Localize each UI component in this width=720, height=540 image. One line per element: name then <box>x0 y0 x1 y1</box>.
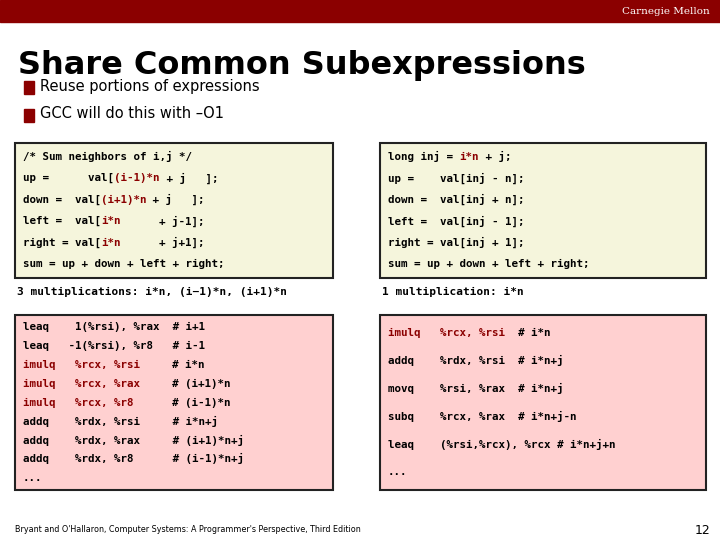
Text: 1 multiplication: i*n: 1 multiplication: i*n <box>382 287 523 297</box>
Text: up =    val[inj - n];: up = val[inj - n]; <box>388 173 524 184</box>
Text: ...: ... <box>23 472 42 483</box>
Text: + j;: + j; <box>479 151 511 163</box>
Bar <box>15 315 333 490</box>
Bar <box>380 315 706 490</box>
Text: i*n: i*n <box>101 216 120 226</box>
Text: # i*n: # i*n <box>518 328 551 338</box>
Text: addq    %rdx, %rsi     # i*n+j: addq %rdx, %rsi # i*n+j <box>23 416 218 427</box>
Text: imulq   %rcx, %rax: imulq %rcx, %rax <box>23 379 173 389</box>
Text: 3 multiplications: i*n, (i−1)*n, (i+1)*n: 3 multiplications: i*n, (i−1)*n, (i+1)*n <box>17 287 287 297</box>
Bar <box>24 109 34 122</box>
Text: ...: ... <box>388 467 408 477</box>
Text: # (i-1)*n: # (i-1)*n <box>173 397 231 408</box>
Text: (i+1)*n: (i+1)*n <box>101 195 146 205</box>
Bar <box>15 143 333 278</box>
Text: Reuse portions of expressions: Reuse portions of expressions <box>40 78 260 93</box>
Text: i*n: i*n <box>459 152 479 162</box>
Text: imulq   %rcx, %rsi: imulq %rcx, %rsi <box>23 360 173 370</box>
Bar <box>380 143 706 278</box>
Text: right = val[inj + 1];: right = val[inj + 1]; <box>388 237 524 248</box>
Text: down =  val[: down = val[ <box>23 195 101 205</box>
Text: sum = up + down + left + right;: sum = up + down + left + right; <box>23 259 225 269</box>
Text: left =  val[inj - 1];: left = val[inj - 1]; <box>388 215 524 227</box>
Text: i*n: i*n <box>101 238 120 248</box>
Text: long inj =: long inj = <box>388 151 459 163</box>
Text: leaq    (%rsi,%rcx), %rcx # i*n+j+n: leaq (%rsi,%rcx), %rcx # i*n+j+n <box>388 438 616 450</box>
Text: + j-1];: + j-1]; <box>120 215 205 227</box>
Text: subq    %rcx, %rax  # i*n+j-n: subq %rcx, %rax # i*n+j-n <box>388 411 577 422</box>
Text: imulq   %rcx, %rsi: imulq %rcx, %rsi <box>388 328 518 338</box>
Text: addq    %rdx, %r8      # (i-1)*n+j: addq %rdx, %r8 # (i-1)*n+j <box>23 454 244 464</box>
Text: movq    %rsi, %rax  # i*n+j: movq %rsi, %rax # i*n+j <box>388 383 564 394</box>
Text: left =  val[: left = val[ <box>23 216 101 226</box>
Text: Bryant and O'Hallaron, Computer Systems: A Programmer's Perspective, Third Editi: Bryant and O'Hallaron, Computer Systems:… <box>15 525 361 535</box>
Text: up =      val[: up = val[ <box>23 173 114 184</box>
Text: leaq   -1(%rsi), %r8   # i-1: leaq -1(%rsi), %r8 # i-1 <box>23 341 205 351</box>
Text: sum = up + down + left + right;: sum = up + down + left + right; <box>388 259 590 269</box>
Text: (i-1)*n: (i-1)*n <box>114 173 160 184</box>
Text: + j   ];: + j ]; <box>160 173 218 184</box>
Text: + j+1];: + j+1]; <box>120 237 205 248</box>
Text: # (i+1)*n: # (i+1)*n <box>173 379 231 389</box>
Bar <box>0 0 720 22</box>
Text: addq    %rdx, %rax     # (i+1)*n+j: addq %rdx, %rax # (i+1)*n+j <box>23 435 244 446</box>
Text: /* Sum neighbors of i,j */: /* Sum neighbors of i,j */ <box>23 151 192 163</box>
Text: GCC will do this with –O1: GCC will do this with –O1 <box>40 106 224 122</box>
Bar <box>24 81 34 94</box>
Text: leaq    1(%rsi), %rax  # i+1: leaq 1(%rsi), %rax # i+1 <box>23 322 205 332</box>
Text: Carnegie Mellon: Carnegie Mellon <box>622 6 710 16</box>
Text: 12: 12 <box>694 523 710 537</box>
Text: down =  val[inj + n];: down = val[inj + n]; <box>388 194 524 205</box>
Text: Share Common Subexpressions: Share Common Subexpressions <box>18 50 586 81</box>
Text: + j   ];: + j ]; <box>146 194 205 205</box>
Text: # i*n: # i*n <box>173 360 205 370</box>
Text: imulq   %rcx, %r8: imulq %rcx, %r8 <box>23 397 173 408</box>
Text: addq    %rdx, %rsi  # i*n+j: addq %rdx, %rsi # i*n+j <box>388 355 564 366</box>
Text: right = val[: right = val[ <box>23 238 101 248</box>
